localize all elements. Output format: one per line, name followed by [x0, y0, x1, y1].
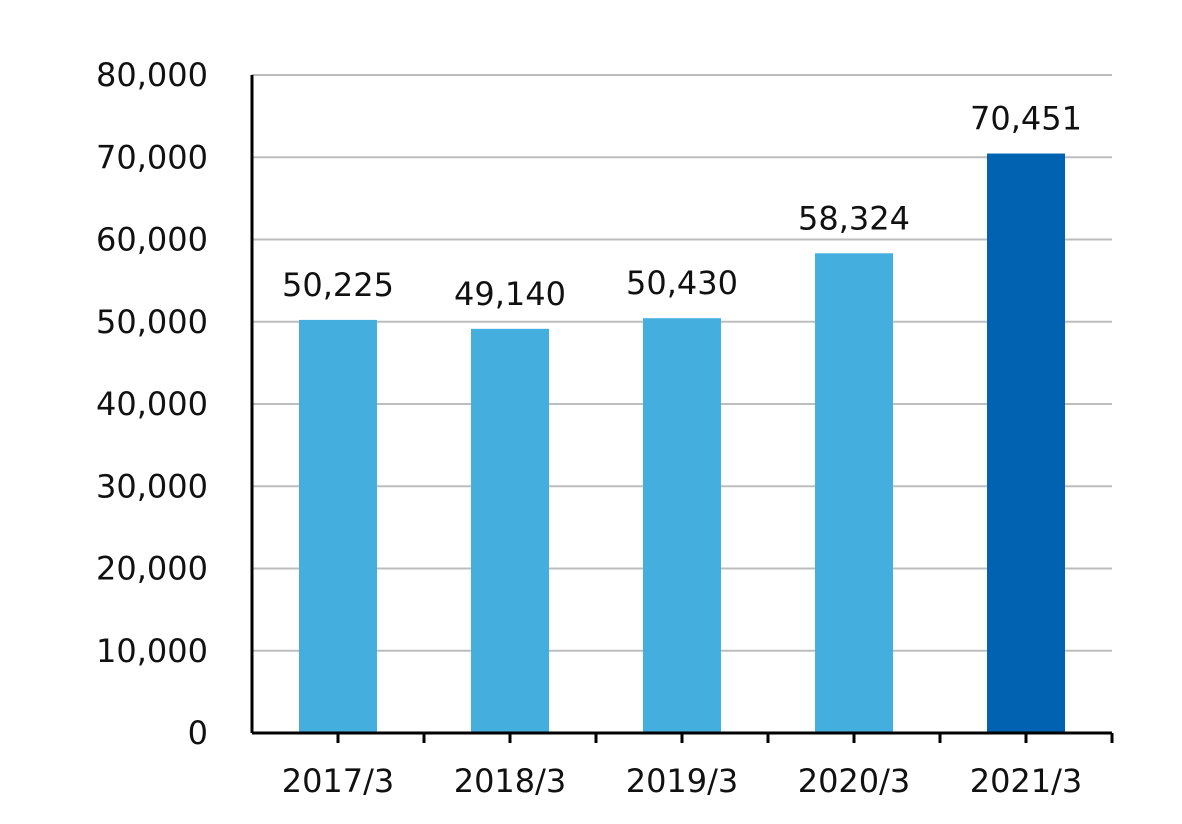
y-tick-labels: 0 10,000 20,000 30,000 40,000 50,000 60,000 70,…: [96, 56, 208, 752]
data-label: 50,225: [282, 266, 394, 304]
axes: [250, 75, 1114, 743]
x-tick-label: 2020/3: [798, 762, 911, 800]
y-tick-label: 70,000: [96, 138, 208, 176]
y-tick-label: 40,000: [96, 385, 208, 423]
y-tick-label: 60,000: [96, 221, 208, 259]
x-tick-label: 2017/3: [282, 762, 395, 800]
y-tick-label: 10,000: [96, 632, 208, 670]
bar-2021/3: [987, 153, 1065, 733]
x-tick-label: 2021/3: [970, 762, 1083, 800]
bars: [299, 153, 1065, 733]
y-tick-label: 0: [188, 714, 208, 752]
x-tick-label: 2019/3: [626, 762, 739, 800]
y-tick-label: 20,000: [96, 550, 208, 588]
x-tick-label: 2018/3: [454, 762, 567, 800]
bar-2017/3: [299, 319, 377, 733]
y-tick-label: 80,000: [96, 56, 208, 94]
data-label: 50,430: [626, 264, 738, 302]
data-labels: 50,225 49,140 50,430 58,324 70,451: [282, 100, 1082, 313]
data-label: 58,324: [798, 199, 910, 237]
x-tick-labels: 2017/3 2018/3 2019/3 2020/3 2021/3: [282, 762, 1083, 800]
data-label: 70,451: [970, 100, 1082, 138]
bar-2018/3: [471, 328, 549, 733]
y-tick-label: 50,000: [96, 303, 208, 341]
bar-2020/3: [815, 253, 893, 733]
y-tick-label: 30,000: [96, 467, 208, 505]
bar-2019/3: [643, 318, 721, 733]
data-label: 49,140: [454, 275, 566, 313]
